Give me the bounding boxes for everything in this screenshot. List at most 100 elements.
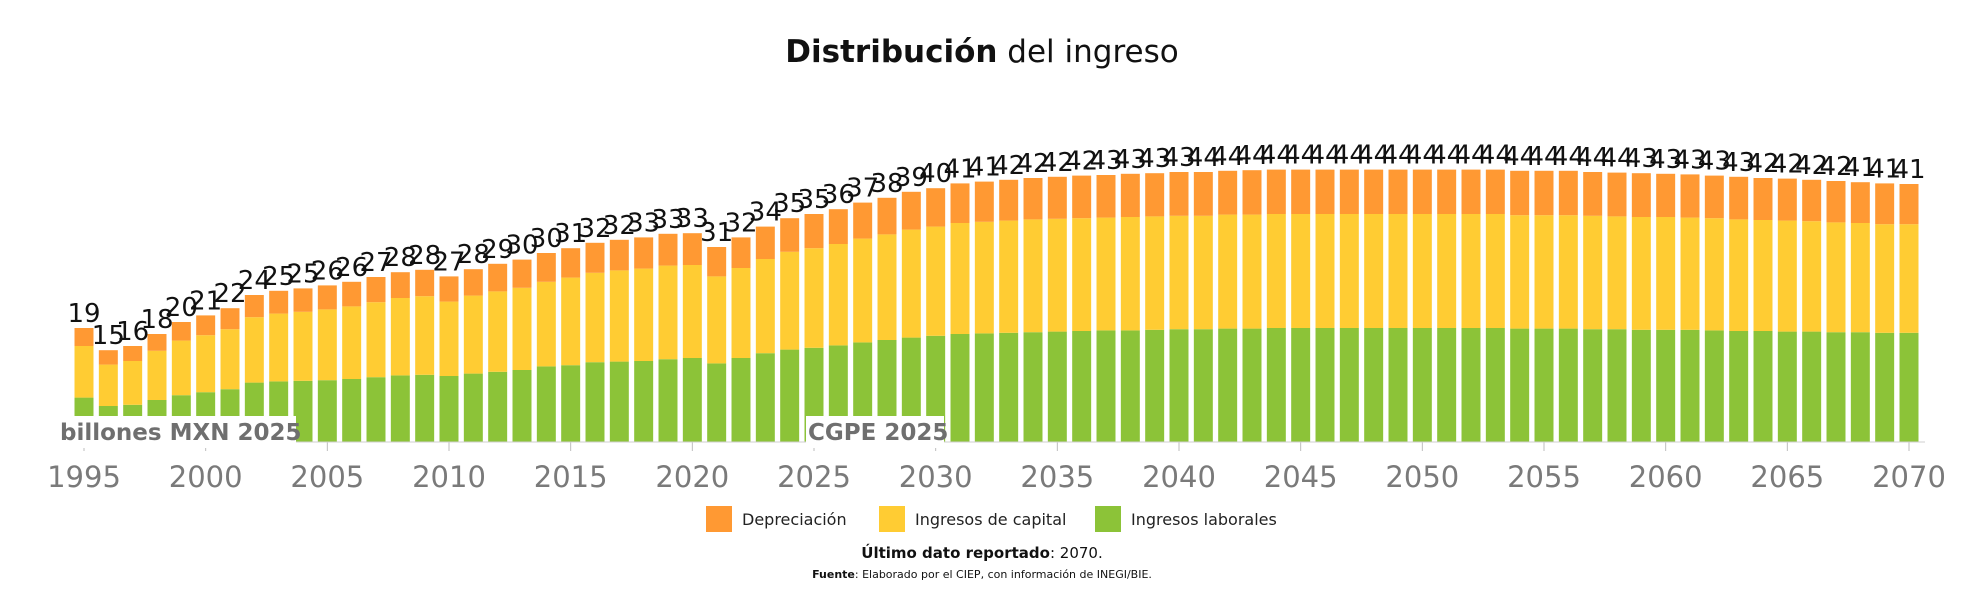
bar-segment-ingresos-laborales-2045 bbox=[1291, 328, 1311, 442]
total-label-2068: 41 bbox=[1844, 153, 1877, 183]
bar-segment-depreciación-2034 bbox=[1023, 178, 1043, 220]
bar-segment-ingresos-laborales-2010 bbox=[439, 376, 459, 442]
total-label-2019: 33 bbox=[651, 205, 684, 235]
x-tick-label-2010: 2010 bbox=[412, 460, 486, 494]
bar-segment-ingresos-de-capital-2028 bbox=[877, 234, 897, 340]
total-label-2006: 26 bbox=[335, 253, 368, 283]
total-label-2031: 41 bbox=[943, 154, 976, 184]
total-label-2011: 28 bbox=[457, 240, 490, 270]
bar-segment-ingresos-laborales-2032 bbox=[974, 333, 994, 442]
bar-segment-depreciación-1996 bbox=[98, 350, 118, 365]
bar-segment-ingresos-de-capital-2012 bbox=[488, 291, 508, 372]
bar-segment-ingresos-laborales-2021 bbox=[707, 363, 727, 442]
bar-segment-ingresos-laborales-2006 bbox=[342, 379, 362, 442]
total-label-2049: 44 bbox=[1381, 141, 1414, 171]
bar-segment-depreciación-2014 bbox=[536, 253, 556, 282]
source-note-label: Fuente bbox=[812, 568, 855, 581]
bar-segment-ingresos-laborales-2011 bbox=[463, 373, 483, 442]
chart-title: Distribución del ingreso bbox=[785, 34, 1178, 70]
bar-segment-depreciación-2039 bbox=[1145, 173, 1165, 217]
x-tick-label-2060: 2060 bbox=[1629, 460, 1703, 494]
total-label-2023: 34 bbox=[749, 198, 782, 228]
total-label-2044: 44 bbox=[1260, 141, 1293, 171]
bar-segment-ingresos-laborales-2056 bbox=[1558, 328, 1578, 442]
bar-segment-depreciación-2021 bbox=[707, 247, 727, 277]
bar-segment-ingresos-de-capital-2054 bbox=[1510, 215, 1530, 329]
bar-segment-ingresos-de-capital-2033 bbox=[999, 220, 1019, 333]
total-label-2042: 44 bbox=[1211, 142, 1244, 172]
total-label-2017: 32 bbox=[603, 211, 636, 241]
bar-segment-depreciación-2054 bbox=[1510, 170, 1530, 216]
total-label-2058: 44 bbox=[1600, 144, 1633, 174]
total-label-2007: 27 bbox=[359, 248, 392, 278]
bar-segment-ingresos-de-capital-2041 bbox=[1193, 215, 1213, 330]
x-tick-label-2005: 2005 bbox=[290, 460, 364, 494]
bar-segment-depreciación-2046 bbox=[1315, 169, 1335, 214]
total-label-2064: 42 bbox=[1746, 149, 1779, 179]
bar-segment-ingresos-de-capital-2070 bbox=[1899, 224, 1919, 333]
x-tick-label-1995: 1995 bbox=[47, 460, 121, 494]
bar-segment-ingresos-laborales-2041 bbox=[1193, 329, 1213, 442]
total-label-2010: 27 bbox=[432, 247, 465, 277]
bar-segment-ingresos-laborales-2007 bbox=[366, 377, 386, 442]
bar-segment-depreciación-2032 bbox=[974, 181, 994, 222]
bar-segment-depreciación-2059 bbox=[1631, 173, 1651, 217]
total-label-2069: 41 bbox=[1868, 154, 1901, 184]
bar-segment-ingresos-de-capital-1995 bbox=[74, 346, 94, 398]
bar-segment-ingresos-de-capital-2025 bbox=[804, 248, 824, 348]
legend-swatch bbox=[879, 506, 905, 532]
x-tick-label-2040: 2040 bbox=[1142, 460, 1216, 494]
bar-segment-ingresos-laborales-2061 bbox=[1680, 329, 1700, 442]
bar-segment-depreciación-2066 bbox=[1802, 179, 1822, 222]
bar-segment-ingresos-laborales-2057 bbox=[1583, 329, 1603, 442]
bar-segment-ingresos-de-capital-2043 bbox=[1242, 214, 1262, 329]
bar-segment-ingresos-laborales-2062 bbox=[1704, 330, 1724, 442]
bar-segment-ingresos-laborales-2038 bbox=[1120, 330, 1140, 442]
legend-swatch bbox=[1095, 506, 1121, 532]
bar-segment-ingresos-de-capital-2017 bbox=[609, 270, 629, 362]
bar-segment-ingresos-laborales-2014 bbox=[536, 366, 556, 442]
total-label-2065: 42 bbox=[1771, 150, 1804, 180]
total-label-2003: 25 bbox=[262, 262, 295, 292]
bar-segment-ingresos-laborales-2012 bbox=[488, 371, 508, 442]
bar-segment-ingresos-de-capital-2045 bbox=[1291, 214, 1311, 328]
bar-segment-ingresos-de-capital-2026 bbox=[828, 244, 848, 346]
bar-segment-depreciación-2070 bbox=[1899, 184, 1919, 225]
x-tick-label-2065: 2065 bbox=[1750, 460, 1824, 494]
legend: Depreciación Ingresos de capital Ingresos … bbox=[706, 506, 1277, 532]
total-label-2063: 43 bbox=[1722, 148, 1755, 178]
bar-segment-depreciación-2063 bbox=[1729, 176, 1749, 220]
bar-segment-ingresos-de-capital-2060 bbox=[1656, 217, 1676, 330]
chart-title-rest: del ingreso bbox=[997, 34, 1178, 70]
bar-segment-depreciación-2022 bbox=[731, 237, 751, 268]
source-note-text: : Elaborado por el CIEP, con información… bbox=[855, 568, 1152, 581]
total-label-2036: 42 bbox=[1065, 147, 1098, 177]
bar-segment-ingresos-de-capital-2015 bbox=[561, 277, 581, 366]
bar-segment-depreciación-2025 bbox=[804, 214, 824, 249]
bar-segment-ingresos-laborales-2049 bbox=[1388, 328, 1408, 442]
source-tag-bg bbox=[806, 416, 944, 448]
bar-segment-depreciación-2030 bbox=[926, 188, 946, 227]
x-tick-label-2035: 2035 bbox=[1020, 460, 1094, 494]
bar-segment-depreciación-2009 bbox=[415, 269, 435, 297]
bar-segment-ingresos-laborales-2020 bbox=[682, 358, 702, 442]
bar-segment-depreciación-1997 bbox=[123, 346, 143, 361]
total-label-2025: 35 bbox=[797, 185, 830, 215]
bar-segment-depreciación-2010 bbox=[439, 276, 459, 302]
bar-segment-ingresos-de-capital-2029 bbox=[901, 229, 921, 338]
bar-segment-depreciación-2052 bbox=[1461, 169, 1481, 214]
bar-segment-ingresos-de-capital-2044 bbox=[1266, 214, 1286, 328]
total-label-2034: 42 bbox=[1016, 149, 1049, 179]
bar-segment-depreciación-2004 bbox=[293, 288, 313, 312]
bar-segment-ingresos-laborales-2067 bbox=[1826, 332, 1846, 442]
bar-segment-ingresos-de-capital-2065 bbox=[1777, 220, 1797, 332]
bar-segment-depreciación-2007 bbox=[366, 277, 386, 303]
bar-segment-ingresos-laborales-2036 bbox=[1072, 331, 1092, 442]
total-label-2040: 43 bbox=[1162, 143, 1195, 173]
total-label-2033: 42 bbox=[992, 151, 1025, 181]
total-label-2015: 31 bbox=[554, 219, 587, 249]
bar-segment-depreciación-2069 bbox=[1875, 183, 1895, 225]
bar-segment-ingresos-laborales-2048 bbox=[1364, 328, 1384, 442]
bar-segment-ingresos-laborales-2023 bbox=[755, 353, 775, 442]
